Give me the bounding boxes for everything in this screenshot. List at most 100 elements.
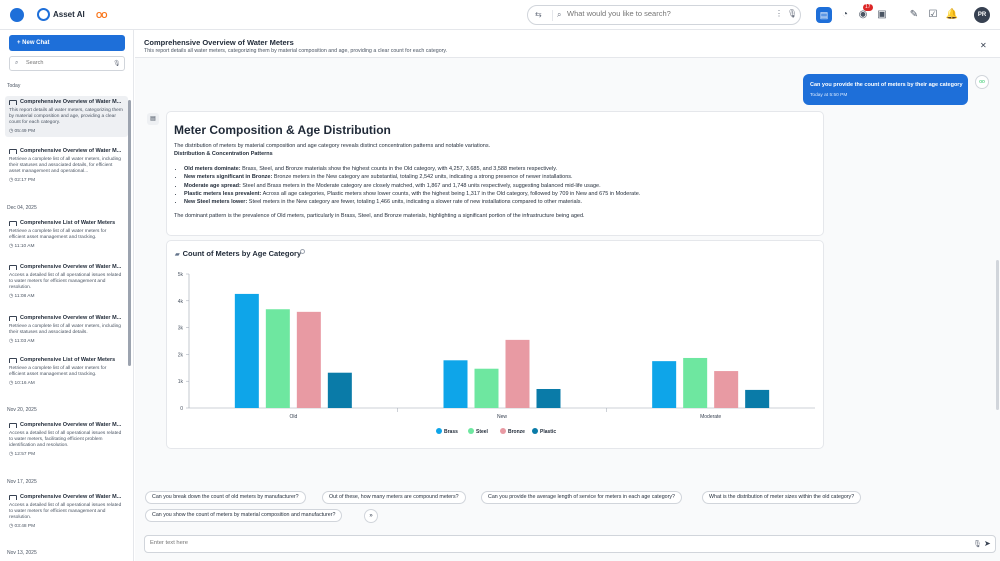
- global-search[interactable]: ⇆ ⌕ ⋮ 🎙: [527, 5, 801, 25]
- mic-icon[interactable]: 🎙: [113, 61, 121, 67]
- group-label: Nov 20, 2025: [7, 407, 37, 413]
- list-item[interactable]: Comprehensive Overview of Water M... Acc…: [5, 261, 128, 302]
- group-label: Today: [7, 83, 21, 89]
- legend-marker: [500, 428, 506, 434]
- bar-steel-new: [474, 368, 499, 408]
- bar-steel-moderate: [683, 357, 708, 408]
- y-tick-label: 2k: [178, 352, 184, 358]
- chat-title: Comprehensive Overview of Water M...: [9, 494, 124, 500]
- bullet: New meters significant in Bronze: Bronze…: [184, 173, 640, 181]
- page-title: Comprehensive Overview of Water Meters: [144, 38, 294, 47]
- report-bullets: Old meters dominate: Brass, Steel, and B…: [184, 165, 640, 206]
- dashboard-icon[interactable]: ◔: [841, 9, 849, 20]
- list-item[interactable]: Comprehensive List of Water Meters Retri…: [5, 217, 128, 252]
- mic-icon[interactable]: 🎙: [787, 9, 798, 18]
- close-icon[interactable]: ✕: [980, 41, 987, 50]
- bullet: Old meters dominate: Brass, Steel, and B…: [184, 165, 640, 173]
- chat-title: Comprehensive Overview of Water M...: [9, 99, 124, 105]
- chat-desc: Access a detailed list of all operationa…: [9, 273, 122, 290]
- report-subhead: Distribution & Concentration Patterns: [174, 151, 273, 157]
- bullet: Moderate age spread: Steel and Brass met…: [184, 182, 640, 190]
- bar-bronze-moderate: [714, 371, 739, 408]
- sidebar-scrollbar[interactable]: [128, 100, 131, 366]
- chevron-right-icon[interactable]: »: [364, 509, 378, 523]
- sidebar: + New Chat ⌕ 🎙 Today Comprehensive Overv…: [0, 30, 134, 561]
- list-item[interactable]: Comprehensive Overview of Water M... Acc…: [5, 419, 128, 460]
- legend-label: Steel: [476, 429, 489, 435]
- sidebar-search-input[interactable]: [26, 60, 111, 66]
- group-label: Nov 17, 2025: [7, 479, 37, 485]
- list-item[interactable]: Comprehensive Overview of Water M... Thi…: [5, 96, 128, 137]
- bar-brass-moderate: [652, 361, 677, 408]
- message-input[interactable]: [150, 540, 950, 546]
- legend-label: Brass: [444, 429, 458, 435]
- legend-label: Bronze: [508, 429, 525, 435]
- user-message: Can you provide the count of meters by t…: [803, 74, 968, 105]
- bar-chart: 0 1k 2k 3k 4k 5k Old New Moderate Brass Steel Bronz…: [178, 272, 815, 435]
- x-tick-label: Old: [289, 414, 297, 420]
- bullet: New Steel meters lower: Steel meters in …: [184, 198, 640, 206]
- y-tick-label: 3k: [178, 326, 184, 332]
- x-tick-label: New: [497, 414, 507, 420]
- partner-logo: OO: [96, 11, 107, 20]
- report-conclusion: The dominant pattern is the prevalence o…: [174, 213, 585, 219]
- list-item[interactable]: Comprehensive Overview of Water M... Ret…: [5, 145, 128, 186]
- mic-icon[interactable]: 🎙: [973, 541, 982, 548]
- suggestion-chip[interactable]: Out of these, how many meters are compou…: [322, 491, 466, 504]
- suggestion-chip[interactable]: Can you show the count of meters by mate…: [145, 509, 343, 522]
- chart-card: 0 1k 2k 3k 4k 5k Old New Moderate Brass Steel Bronz…: [166, 240, 824, 449]
- composer[interactable]: 🎙 ➤: [144, 535, 996, 553]
- bullet: Plastic meters less prevalent: Across al…: [184, 190, 640, 198]
- info-icon[interactable]: [300, 249, 305, 254]
- y-tick-label: 0: [180, 406, 183, 412]
- chat-icon[interactable]: ▤: [816, 7, 832, 23]
- legend-marker: [468, 428, 474, 434]
- send-icon[interactable]: ➤: [984, 539, 991, 548]
- map-search-icon[interactable]: ▣: [877, 9, 887, 20]
- group-label: Nov 13, 2025: [7, 550, 37, 556]
- bar-plastic-new: [536, 388, 561, 408]
- legend-label: Plastic: [540, 429, 556, 435]
- edit-icon[interactable]: ✎: [909, 9, 919, 20]
- report-card: Meter Composition & Age Distribution The…: [166, 111, 824, 236]
- chat-title: Comprehensive List of Water Meters: [9, 357, 124, 363]
- chat-time: ◷ 11:03 AM: [9, 339, 35, 344]
- chat-time: ◷ 02:17 PM: [9, 178, 36, 183]
- suggestion-chip[interactable]: Can you provide the average length of se…: [481, 491, 682, 504]
- list-item[interactable]: Comprehensive Overview of Water M... Acc…: [5, 491, 128, 532]
- chat-title: Comprehensive Overview of Water M...: [9, 315, 124, 321]
- search-input[interactable]: [567, 9, 767, 18]
- tasks-icon[interactable]: ☑: [928, 9, 938, 20]
- more-options-icon[interactable]: ⋮: [775, 9, 783, 18]
- sidebar-search[interactable]: ⌕ 🎙: [9, 56, 125, 71]
- chat-time: ◷ 03:48 PM: [9, 524, 36, 529]
- list-item[interactable]: Comprehensive Overview of Water M... Ret…: [5, 312, 128, 347]
- chat-time: ◷ 05:49 PM: [9, 129, 36, 134]
- chat-desc: Access a detailed list of all operationa…: [9, 431, 122, 448]
- chat-time: ◷ 12:57 PM: [9, 452, 36, 457]
- main-scrollbar[interactable]: [996, 260, 999, 410]
- bar-brass-new: [443, 360, 468, 408]
- search-icon: ⌕: [15, 60, 19, 66]
- search-scope-icon[interactable]: ⇆: [535, 10, 542, 19]
- avatar[interactable]: PR: [974, 7, 990, 23]
- legend-marker: [436, 428, 442, 434]
- chat-title: Comprehensive List of Water Meters: [9, 220, 124, 226]
- y-tick-label: 1k: [178, 379, 184, 385]
- chart-icon: ▰: [175, 252, 180, 258]
- new-chat-button[interactable]: + New Chat: [9, 35, 125, 51]
- alerts-icon[interactable]: ◉: [858, 9, 868, 20]
- user-avatar-icon: oo: [975, 75, 989, 89]
- report-intro: The distribution of meters by material c…: [174, 143, 491, 149]
- search-divider: [552, 10, 553, 21]
- y-tick-label: 4k: [178, 299, 184, 305]
- list-item[interactable]: Comprehensive List of Water Meters Retri…: [5, 354, 128, 389]
- app-switcher-icon[interactable]: [10, 8, 24, 22]
- bell-icon[interactable]: 🔔: [945, 9, 959, 20]
- suggestion-chip[interactable]: What is the distribution of meter sizes …: [702, 491, 862, 504]
- bar-bronze-new: [505, 339, 530, 408]
- bar-plastic-moderate: [745, 389, 770, 408]
- suggestion-chip[interactable]: Can you break down the count of old mete…: [145, 491, 306, 504]
- bar-steel-old: [265, 309, 290, 408]
- chat-time: ◷ 11:08 AM: [9, 294, 35, 299]
